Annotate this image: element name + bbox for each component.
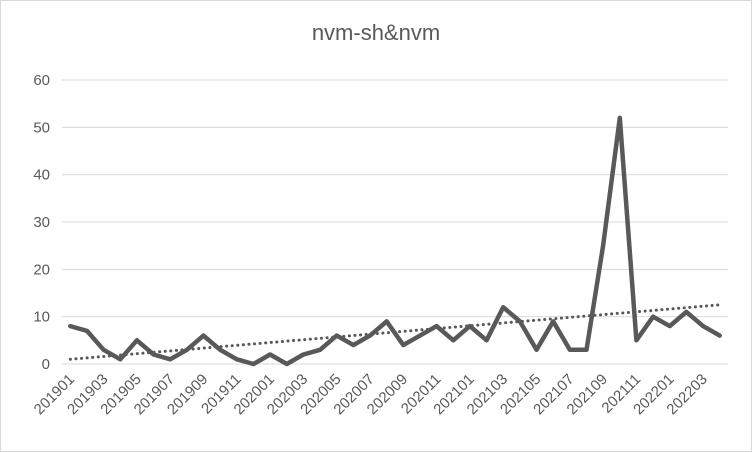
x-axis-tick-labels: 2019012019032019052019072019092019112020… <box>31 371 711 418</box>
y-tick-label-60: 60 <box>33 72 50 89</box>
series-layer <box>68 115 722 367</box>
y-tick-label-50: 50 <box>33 119 50 136</box>
y-tick-label-10: 10 <box>33 309 50 326</box>
y-tick-label-40: 40 <box>33 167 50 184</box>
trendline <box>68 303 722 361</box>
y-tick-label-30: 30 <box>33 214 50 231</box>
y-tick-label-20: 20 <box>33 261 50 278</box>
y-tick-label-0: 0 <box>42 356 50 373</box>
chart-title: nvm-sh&nvm <box>311 20 441 45</box>
series-line-0 <box>68 115 722 367</box>
trendline-layer <box>68 303 722 361</box>
y-axis-tick-labels: 0 10 20 30 40 50 60 <box>33 72 50 373</box>
